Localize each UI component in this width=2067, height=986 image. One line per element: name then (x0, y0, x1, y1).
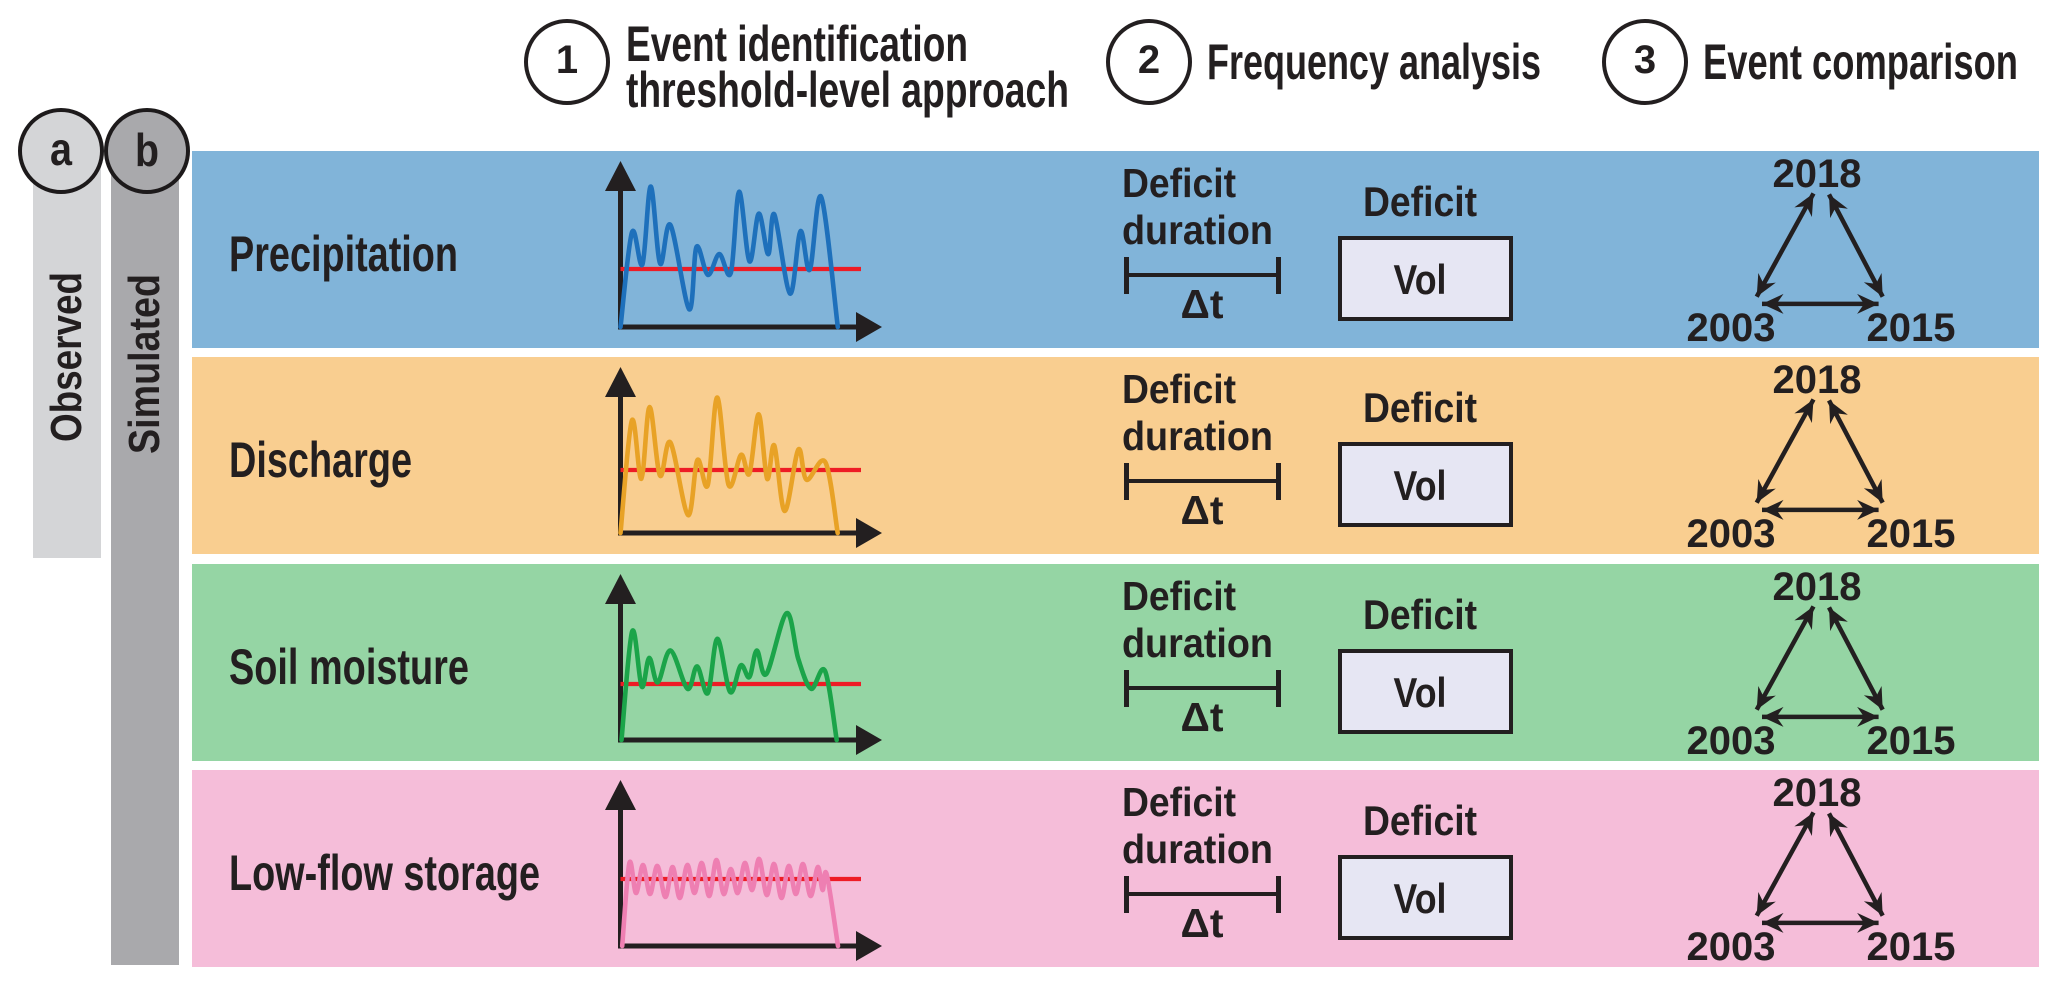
right-arrow-icon (1827, 606, 1885, 711)
delta-t-label: Δt (1180, 899, 1224, 946)
year-2003: 2003 (1686, 924, 1776, 969)
year-2003: 2003 (1686, 718, 1776, 763)
delta-t-label: Δt (1180, 693, 1224, 740)
row-label: Low-flow storage (229, 845, 541, 901)
vol-label: Vol (1393, 461, 1447, 509)
left-arrow-icon (1754, 398, 1816, 504)
series-curve (619, 610, 839, 743)
year-2018: 2018 (1772, 152, 1862, 196)
vol-label: Vol (1393, 874, 1447, 922)
left-arrow-icon (1754, 811, 1816, 917)
x-axis-arrowhead-icon (856, 312, 882, 342)
rail-b-letter: b (134, 123, 159, 176)
year-2015: 2015 (1866, 924, 1956, 969)
year-2018: 2018 (1772, 771, 1862, 815)
year-2003: 2003 (1686, 305, 1776, 350)
step-3-circle-icon (1602, 19, 1688, 105)
event-comparison-triangle (1754, 398, 1885, 520)
row-label: Precipitation (229, 226, 459, 282)
deficit-duration-line2: duration (1122, 826, 1273, 872)
right-arrow-icon (1827, 193, 1885, 298)
y-axis-arrowhead-icon (605, 161, 636, 191)
deficit-volume-box (1338, 235, 1513, 321)
step-2-circle-icon (1106, 19, 1192, 105)
right-arrow-icon (1827, 399, 1885, 504)
left-arrow-icon (1754, 192, 1816, 298)
step-1-label-line1: Event identification (626, 15, 969, 72)
deficit-label: Deficit (1362, 178, 1477, 225)
deficit-duration-line2: duration (1122, 620, 1273, 666)
year-2015: 2015 (1866, 511, 1956, 556)
step-1-label-line2: threshold-level approach (626, 62, 1069, 119)
interval-line (1124, 685, 1280, 690)
timeseries-plot (605, 574, 882, 755)
x-axis-arrowhead-icon (856, 518, 882, 548)
step-2-number: 2 (1137, 37, 1161, 82)
deficit-label: Deficit (1362, 384, 1477, 431)
step-2-label: Frequency analysis (1207, 34, 1541, 91)
row-label: Soil moisture (229, 639, 469, 695)
delta-t-label: Δt (1180, 486, 1224, 533)
left-arrow-icon (1754, 605, 1816, 711)
interval-line (1124, 272, 1280, 277)
rail-b-circle-icon (103, 108, 190, 194)
timeseries-plot (605, 367, 882, 548)
y-axis-arrowhead-icon (605, 367, 636, 397)
deficit-duration-line1: Deficit (1122, 160, 1236, 206)
step-1-number: 1 (555, 37, 579, 82)
step-1-circle-icon (524, 19, 610, 105)
deficit-volume-box (1338, 648, 1513, 734)
series-curve (618, 184, 841, 330)
series-curve (618, 395, 840, 536)
delta-t-label: Δt (1180, 280, 1224, 327)
event-comparison-triangle (1754, 605, 1885, 727)
interval-line (1124, 478, 1280, 483)
right-arrow-icon (1827, 812, 1885, 917)
timeseries-plot (605, 161, 882, 342)
rail-bar-observed (33, 151, 101, 558)
step-3-number: 3 (1633, 37, 1657, 82)
deficit-label: Deficit (1362, 797, 1477, 844)
timeseries-plot (605, 780, 882, 961)
vol-label: Vol (1393, 668, 1447, 716)
x-axis-arrowhead-icon (856, 725, 882, 755)
event-comparison-triangle (1754, 811, 1885, 933)
deficit-label: Deficit (1362, 591, 1477, 638)
deficit-duration-line1: Deficit (1122, 779, 1236, 825)
vol-label: Vol (1393, 255, 1447, 303)
x-axis-arrowhead-icon (856, 931, 882, 961)
year-2015: 2015 (1866, 305, 1956, 350)
step-1-label: Event identification threshold-level app… (626, 15, 1221, 119)
rail-a-letter: a (49, 123, 72, 175)
step-3-label: Event comparison (1703, 34, 2018, 91)
row-soil-moisture: Soil moisture Deficit duration Δt Defici… (192, 564, 2039, 763)
year-2015: 2015 (1866, 718, 1956, 763)
year-2018: 2018 (1772, 358, 1862, 402)
year-2003: 2003 (1686, 511, 1776, 556)
interval-line (1124, 891, 1280, 896)
deficit-duration-line2: duration (1122, 413, 1273, 459)
row-precipitation: Precipitation Deficit duration Δt Defici… (192, 151, 2039, 350)
deficit-duration-line2: duration (1122, 207, 1273, 253)
row-discharge: Discharge Deficit duration Δt Deficit Vo… (192, 357, 2039, 556)
rail-simulated-caption: Simulated (120, 273, 169, 455)
event-comparison-triangle (1754, 192, 1885, 314)
row-low-flow-storage: Low-flow storage Deficit duration Δt Def… (192, 770, 2039, 969)
y-axis-arrowhead-icon (605, 574, 636, 604)
rail-a-circle-icon (17, 107, 104, 194)
deficit-duration-line1: Deficit (1122, 573, 1236, 619)
rail-bar-simulated (111, 151, 179, 965)
deficit-volume-box (1338, 854, 1513, 940)
year-2018: 2018 (1772, 565, 1862, 609)
y-axis-arrowhead-icon (605, 780, 636, 810)
rail-observed-caption: Observed (42, 272, 91, 443)
row-label: Discharge (229, 432, 413, 488)
series-curve (619, 856, 841, 949)
deficit-volume-box (1338, 441, 1513, 527)
deficit-duration-line1: Deficit (1122, 366, 1236, 412)
